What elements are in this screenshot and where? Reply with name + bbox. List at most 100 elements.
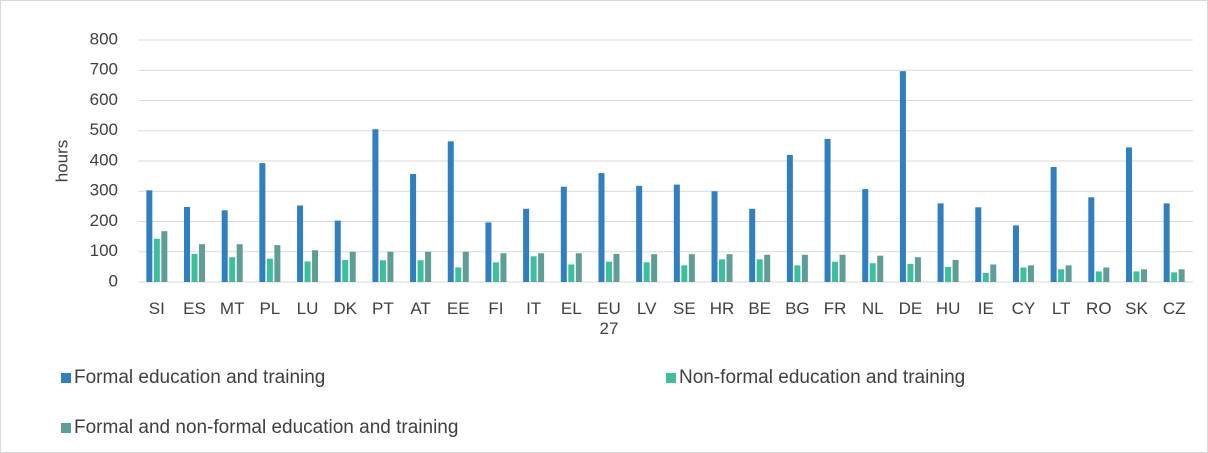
bar	[651, 254, 658, 282]
bar	[274, 245, 281, 282]
bar	[862, 189, 869, 282]
bar	[410, 174, 417, 282]
bar	[673, 184, 680, 282]
legend-item: Formal and non-formal education and trai…	[61, 417, 458, 439]
bar	[349, 251, 356, 282]
x-tick-label: CZ	[1162, 299, 1186, 318]
x-tick-label: BE	[748, 299, 772, 318]
bar	[1095, 271, 1102, 282]
bar	[1103, 267, 1110, 282]
bar	[560, 186, 567, 282]
x-tick-label: DE	[898, 299, 923, 318]
legend-item: Formal education and training	[61, 367, 325, 389]
x-tick-label: BG	[785, 299, 810, 318]
x-tick-label: EL	[560, 299, 582, 318]
bar	[372, 129, 379, 282]
bar	[500, 253, 507, 282]
bar	[342, 259, 349, 282]
y-tick-label: 700	[90, 60, 118, 79]
bar	[877, 255, 884, 282]
bar	[1171, 272, 1178, 282]
bar	[462, 251, 469, 282]
bar	[229, 257, 236, 282]
bar	[492, 262, 499, 282]
bar	[387, 251, 394, 282]
bar	[1027, 265, 1034, 282]
bar	[937, 203, 944, 282]
bar	[1058, 269, 1065, 282]
x-tick-label: PL	[259, 299, 281, 318]
legend-swatch	[666, 373, 676, 383]
x-tick-label: EE	[446, 299, 470, 318]
bar	[899, 71, 906, 282]
bar	[1088, 197, 1095, 282]
y-tick-label: 500	[90, 120, 118, 139]
bar	[304, 261, 311, 282]
x-tick-label: FI	[488, 299, 504, 318]
x-tick-label: LT	[1051, 299, 1071, 318]
bar	[199, 244, 206, 282]
bar	[297, 205, 304, 282]
y-axis-label: hours	[52, 140, 71, 183]
bar	[681, 265, 688, 282]
bar	[1020, 267, 1027, 282]
bar	[334, 220, 341, 282]
bar	[523, 208, 530, 282]
bar	[688, 254, 695, 282]
bar	[801, 254, 808, 282]
bar	[1125, 147, 1132, 282]
bar	[794, 265, 801, 282]
bar	[530, 256, 537, 282]
y-tick-label: 800	[90, 29, 118, 48]
y-tick-label: 300	[90, 181, 118, 200]
legend-label: Non-formal education and training	[679, 367, 966, 388]
bar	[538, 253, 545, 282]
bar	[312, 250, 319, 282]
x-tick-label: CY	[1011, 299, 1036, 318]
bar	[726, 254, 733, 282]
x-tick-label: SK	[1125, 299, 1148, 318]
bar	[907, 263, 914, 282]
bar	[568, 264, 575, 282]
bar	[1140, 269, 1147, 282]
bar	[824, 138, 831, 282]
bar	[1133, 271, 1140, 282]
bar	[982, 272, 989, 282]
bar	[764, 254, 771, 282]
legend-label: Formal and non-formal education and trai…	[74, 417, 459, 438]
bar	[756, 259, 763, 282]
x-tick-label: DK	[333, 299, 358, 318]
bar	[184, 206, 191, 282]
bar	[259, 163, 266, 282]
y-tick-label: 100	[90, 241, 118, 260]
bar	[191, 253, 198, 282]
bar	[1050, 167, 1057, 282]
bar	[643, 262, 650, 282]
x-tick-label: EU 27	[597, 299, 621, 338]
bar	[719, 259, 726, 282]
bar	[447, 141, 454, 282]
bar	[236, 244, 243, 282]
bar	[952, 259, 959, 282]
bar	[975, 207, 982, 282]
bar	[485, 222, 492, 282]
bar	[1012, 225, 1019, 282]
bar	[575, 253, 582, 282]
bar	[598, 173, 605, 282]
x-tick-label: LV	[636, 299, 657, 318]
x-tick-label: PT	[372, 299, 394, 318]
bar	[613, 253, 620, 282]
bar	[945, 266, 952, 282]
bar	[221, 210, 228, 282]
x-tick-label: ES	[183, 299, 206, 318]
x-tick-label: NL	[861, 299, 884, 318]
y-tick-label: 600	[90, 90, 118, 109]
bar	[786, 154, 793, 282]
y-tick-label: 0	[109, 271, 118, 290]
bar	[153, 238, 160, 282]
bar	[636, 185, 643, 282]
bar	[914, 257, 921, 282]
y-tick-label: 400	[90, 150, 118, 169]
